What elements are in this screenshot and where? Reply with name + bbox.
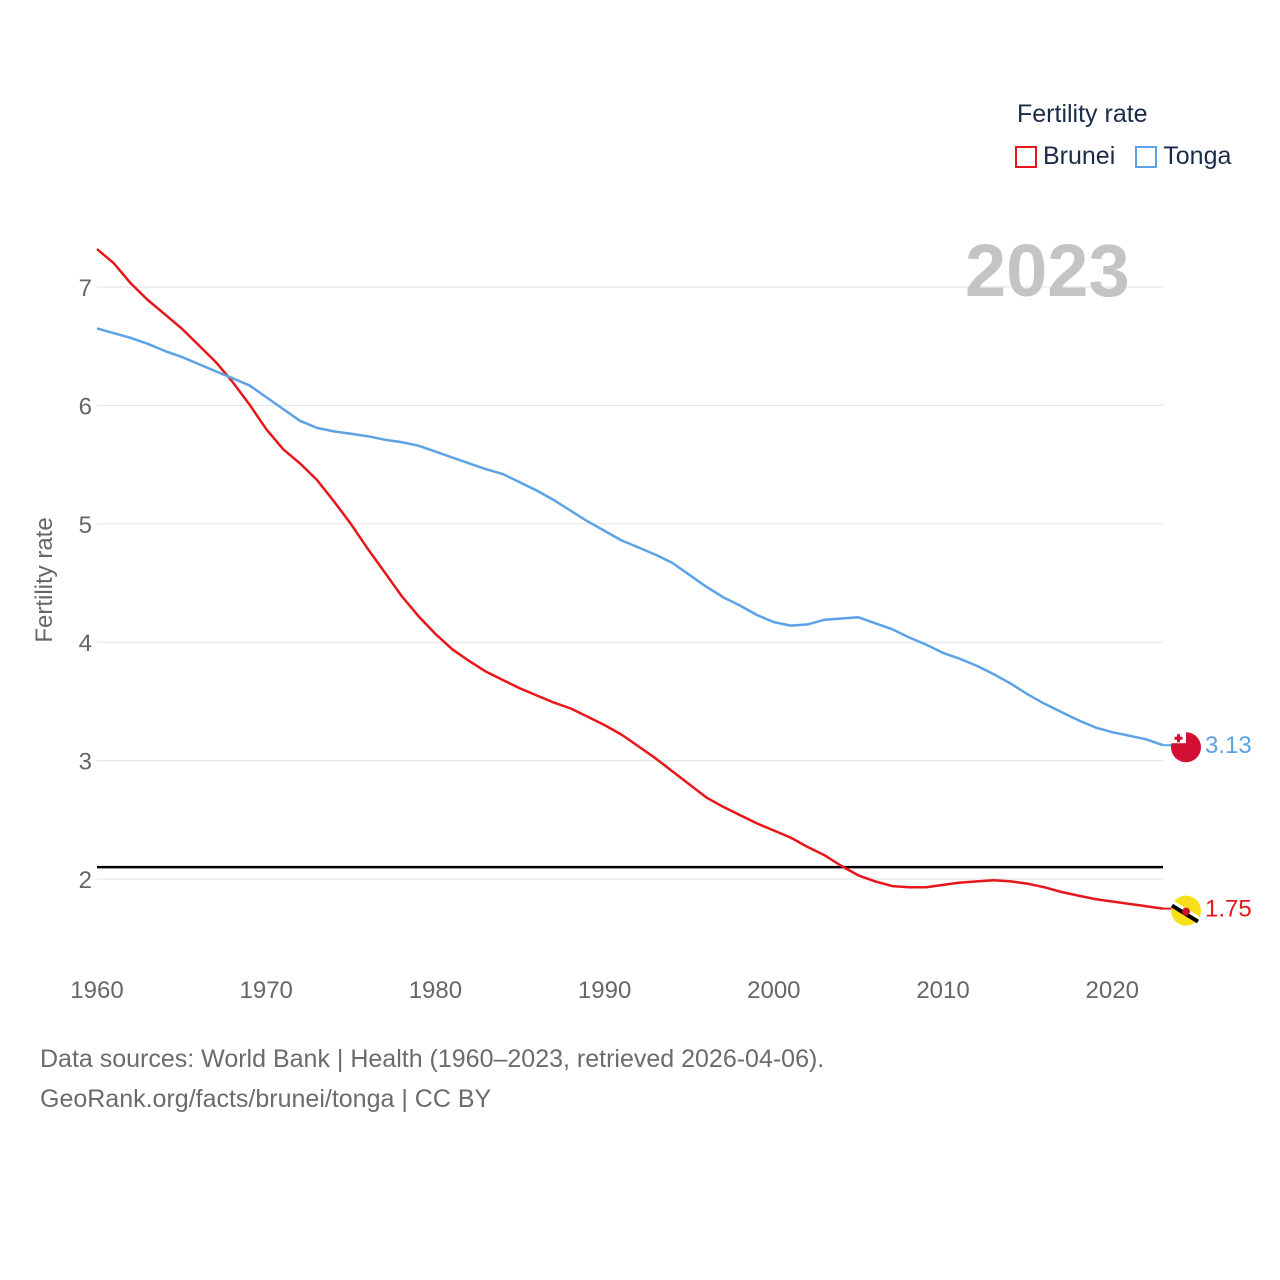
- y-tick-label: 2: [79, 867, 92, 894]
- footer-attribution: GeoRank.org/facts/brunei/tonga | CC BY: [40, 1085, 492, 1113]
- legend-item-tonga[interactable]: Tonga: [1135, 142, 1231, 171]
- legend-swatch-tonga: [1135, 145, 1158, 168]
- legend-label-tonga: Tonga: [1163, 142, 1232, 170]
- x-tick-label: 1960: [70, 977, 123, 1004]
- legend-label-brunei: Brunei: [1043, 142, 1116, 170]
- brunei-flag-icon: [1163, 895, 1201, 926]
- end-value-brunei: 1.75: [1205, 896, 1252, 923]
- legend-swatch-brunei: [1015, 145, 1037, 168]
- legend-title: Fertility rate: [1017, 100, 1148, 128]
- y-tick-label: 5: [79, 512, 92, 539]
- legend-item-brunei[interactable]: Brunei: [1015, 142, 1115, 171]
- x-tick-label: 2000: [747, 977, 800, 1004]
- y-tick-label: 6: [79, 393, 92, 420]
- y-axis-ticks: 2 3 4 5 6 7: [79, 275, 92, 894]
- y-tick-label: 4: [79, 630, 92, 657]
- year-label: 2023: [965, 229, 1130, 312]
- end-value-tonga: 3.13: [1205, 732, 1252, 759]
- x-tick-label: 1980: [409, 977, 462, 1004]
- y-tick-label: 3: [79, 749, 92, 776]
- series-line-tonga[interactable]: [96, 327, 1164, 747]
- x-tick-label: 2020: [1086, 977, 1139, 1004]
- x-tick-label: 2010: [916, 977, 969, 1004]
- flag-emblem: [1182, 907, 1190, 916]
- x-tick-label: 1990: [578, 977, 631, 1004]
- footer-sources: Data sources: World Bank | Health (1960–…: [40, 1045, 825, 1073]
- tonga-flag-icon: [1163, 732, 1201, 763]
- x-tick-label: 1970: [240, 977, 293, 1004]
- legend: Brunei Tonga: [1015, 142, 1251, 171]
- end-markers: 1.75 3.13: [1163, 732, 1252, 926]
- x-axis-ticks: 1960 1970 1980 1990 2000 2010 2020: [70, 977, 1139, 1004]
- y-axis-label: Fertility rate: [31, 517, 58, 642]
- series-line-brunei[interactable]: [96, 248, 1164, 910]
- series-lines: [96, 248, 1164, 910]
- flag-cross-h: [1174, 736, 1183, 740]
- gridlines: [97, 286, 1163, 880]
- y-tick-label: 7: [79, 275, 92, 302]
